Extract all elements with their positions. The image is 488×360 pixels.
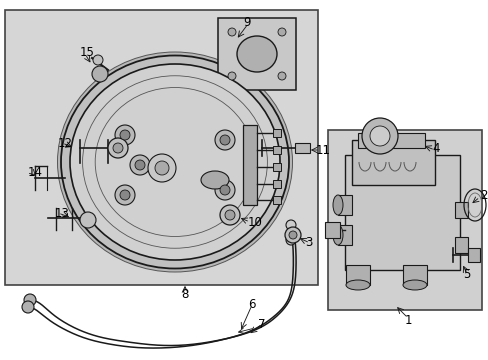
Text: 14: 14 (28, 166, 43, 179)
Circle shape (113, 143, 123, 153)
Bar (337, 195, 351, 215)
Text: 15: 15 (80, 45, 95, 59)
Bar (467, 248, 479, 262)
Bar (272, 146, 281, 154)
Text: 3: 3 (305, 235, 312, 248)
Ellipse shape (61, 55, 288, 269)
Circle shape (278, 72, 285, 80)
Ellipse shape (332, 195, 342, 215)
Text: 8: 8 (181, 288, 188, 302)
Circle shape (115, 125, 135, 145)
Circle shape (220, 205, 240, 225)
Bar (345, 155, 459, 270)
Circle shape (227, 72, 236, 80)
Bar (272, 180, 281, 188)
Circle shape (220, 135, 229, 145)
Ellipse shape (70, 64, 280, 260)
Bar (218, 18, 295, 90)
Circle shape (115, 185, 135, 205)
Bar (272, 129, 281, 137)
Circle shape (155, 161, 169, 175)
Circle shape (285, 220, 295, 230)
Bar (325, 222, 339, 238)
Bar (272, 163, 281, 171)
Ellipse shape (332, 225, 342, 245)
Circle shape (93, 55, 103, 65)
Circle shape (22, 301, 34, 313)
Bar (272, 196, 281, 204)
Circle shape (130, 155, 150, 175)
Circle shape (285, 227, 301, 243)
Text: 13: 13 (55, 207, 70, 220)
Text: 1: 1 (404, 314, 411, 327)
Circle shape (215, 130, 235, 150)
Circle shape (220, 185, 229, 195)
Bar (5, 10, 317, 285)
Bar (337, 225, 351, 245)
Text: 9: 9 (243, 15, 250, 28)
Circle shape (148, 154, 176, 182)
Circle shape (92, 66, 108, 82)
Bar (357, 133, 424, 148)
Circle shape (215, 180, 235, 200)
Bar (454, 237, 467, 253)
Ellipse shape (201, 171, 228, 189)
Bar (327, 130, 481, 310)
Ellipse shape (402, 280, 426, 290)
Text: 12: 12 (58, 136, 73, 149)
Bar (6, 11, 316, 284)
Text: 5: 5 (462, 269, 469, 282)
Circle shape (361, 118, 397, 154)
Circle shape (108, 138, 128, 158)
Text: 4: 4 (431, 141, 439, 154)
Bar (351, 140, 434, 185)
Circle shape (224, 210, 235, 220)
Circle shape (24, 294, 36, 306)
Circle shape (120, 130, 130, 140)
Circle shape (285, 235, 295, 245)
Bar (402, 265, 426, 285)
Ellipse shape (346, 280, 369, 290)
Circle shape (80, 212, 96, 228)
Text: 7: 7 (258, 319, 265, 332)
Circle shape (278, 28, 285, 36)
Circle shape (369, 126, 389, 146)
Text: 6: 6 (247, 298, 255, 311)
Circle shape (120, 190, 130, 200)
Bar (243, 125, 257, 205)
Ellipse shape (58, 52, 292, 272)
Bar (294, 143, 309, 153)
Bar (346, 265, 369, 285)
Text: 11: 11 (315, 144, 330, 157)
Circle shape (135, 160, 145, 170)
Bar (454, 202, 467, 218)
Text: 2: 2 (479, 189, 487, 202)
Ellipse shape (237, 36, 276, 72)
Circle shape (288, 231, 296, 239)
Circle shape (227, 28, 236, 36)
Text: 10: 10 (247, 216, 263, 229)
